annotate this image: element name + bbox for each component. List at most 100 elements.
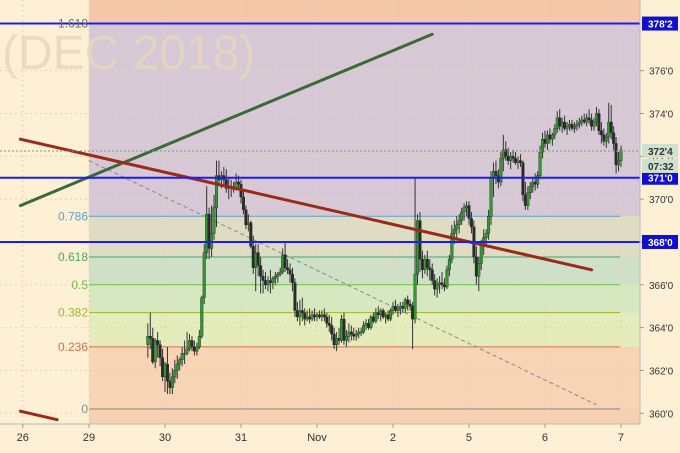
candle-body [408,303,412,307]
candle-body [425,258,429,268]
candle-body [396,308,400,311]
candle-body [526,192,530,206]
price-tick-label: 374'0 [649,109,674,120]
level-price-tag-bg [642,16,678,31]
candle-body [457,220,461,226]
candle-body [389,310,393,320]
candle-body [168,380,172,388]
time-tick-label: 5 [466,432,472,444]
time-tick-label: 29 [83,432,95,444]
candle-body [352,333,356,337]
candle-body [590,119,594,127]
candle-body [440,282,444,286]
candle-body [398,306,402,309]
candle-body [553,128,557,136]
candle-body [264,280,268,286]
candle-body [465,205,469,208]
candle-body [212,207,216,234]
candle-body [469,218,473,228]
candle-body [278,271,282,275]
time-tick-label: 31 [235,432,247,444]
candle-body [423,258,427,271]
candle-body [259,265,263,277]
candle-body [533,181,537,185]
fib-level-label: 0.382 [58,306,88,320]
candle-body [487,216,491,234]
candle-body [207,213,211,249]
candle-body [609,121,613,133]
candle-body [298,310,302,318]
fib-zone [89,23,640,217]
candle-body [369,316,373,328]
candle-body [499,158,503,183]
candle-body [474,256,478,277]
candle-body [543,138,547,144]
candle-body [413,273,417,320]
candle-body [251,246,255,268]
candle-body [619,149,623,161]
candle-body [224,179,228,189]
candle-body [173,370,177,378]
candle-body [271,278,275,283]
candle-body [347,331,351,337]
candle-body [180,353,184,360]
candle-body [506,156,510,161]
fib-level-label: 0.786 [58,209,88,223]
candle-body [597,113,601,131]
candle-body [288,269,292,275]
candle-body [340,318,344,341]
candle-body [511,156,515,159]
candle-body [428,267,432,271]
watermark: (DEC 2018) [2,27,255,80]
candle-body [244,209,248,226]
candle-body [261,276,265,281]
candle-body [585,117,589,123]
candle-body [268,280,272,283]
candle-body [146,336,150,345]
fib-level-labels: 1.618 0.786 0.618 0.5 0.382 0.236 0 [58,17,88,416]
candle-body [479,243,483,264]
candle-body [516,160,520,163]
candle-body [518,160,522,163]
candle-body [477,263,481,277]
candle-body [447,258,451,271]
candle-body [178,359,182,365]
candle-body [197,336,201,348]
candle-body [536,175,540,185]
candle-body [560,121,564,127]
candle-body [604,136,608,142]
candle-body [411,306,415,320]
price-tick-label: 364'0 [649,324,674,335]
fib-zone [89,216,640,257]
candle-body [384,314,388,318]
candle-body [462,207,466,213]
candle-body [587,117,591,121]
candle-body [509,156,513,161]
candle-body [438,282,442,286]
candle-body [548,134,552,140]
bar-countdown-tag-bg [642,158,678,173]
candle-body [357,331,361,335]
time-axis: 26 29 30 31 Nov 2 5 6 7 [0,423,680,448]
candle-body [241,196,245,211]
candle-body [308,316,312,320]
candle-body [293,282,297,311]
candle-body [435,284,439,290]
candle-body [344,336,348,341]
candle-body [433,280,437,290]
candle-body [494,171,498,176]
candle-body [558,117,562,127]
horizontal-levels [0,22,640,243]
candle-body [602,134,606,142]
candle-body [325,316,329,324]
candle-body [335,338,339,345]
time-tick-label: 30 [159,432,171,444]
candle-body [460,211,464,221]
candle-body [514,158,518,163]
candle-body [570,124,574,129]
candle-body [563,121,567,129]
candle-body [528,186,532,193]
fib-level-label: 0.618 [58,250,88,264]
fib-level-label: 1.618 [58,17,88,31]
